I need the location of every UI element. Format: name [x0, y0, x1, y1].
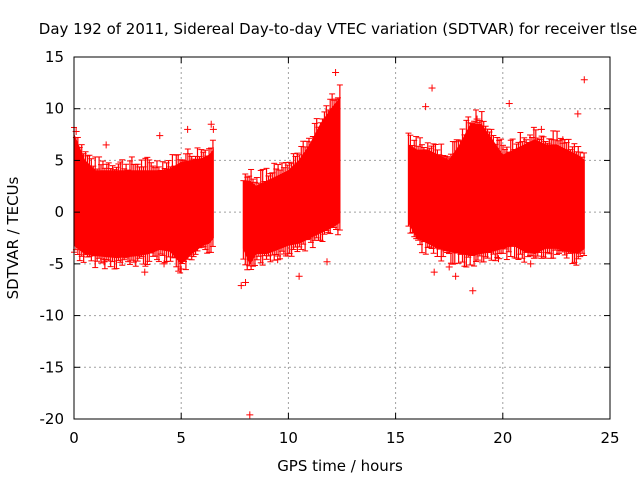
plot-frame: [73, 56, 611, 420]
outlier-point: [295, 272, 303, 280]
segment-2: [240, 84, 343, 271]
outlier-point: [160, 260, 168, 268]
outlier-point: [452, 272, 460, 280]
outlier-point: [445, 263, 453, 271]
x-tick-label: 0: [69, 429, 79, 447]
outlier-points: [72, 69, 588, 419]
outlier-point: [100, 258, 108, 266]
outlier-point: [184, 125, 192, 133]
outlier-point: [207, 120, 215, 128]
outlier-point: [332, 69, 340, 77]
outlier-point: [237, 282, 245, 290]
outlier-point: [574, 110, 582, 118]
y-tick-label: -20: [40, 410, 65, 428]
x-tick-label: 25: [600, 429, 619, 447]
outlier-point: [246, 411, 254, 419]
outlier-point: [323, 258, 331, 266]
outlier-point: [469, 287, 477, 295]
segment-1: [71, 126, 216, 274]
outlier-point: [422, 103, 430, 111]
outlier-point: [156, 132, 164, 140]
axis-ticks: 0 5 10 15 20 25 -20 -15 -10 -5 0 5 10 15: [40, 48, 620, 447]
outlier-point: [209, 125, 217, 133]
outlier-point: [177, 265, 185, 273]
x-axis-title: GPS time / hours: [277, 457, 403, 475]
outlier-point: [537, 125, 545, 133]
y-tick-label: 0: [54, 203, 64, 221]
y-tick-label: -5: [49, 255, 64, 273]
outlier-point: [102, 141, 110, 149]
outlier-point: [580, 76, 588, 84]
segment-3: [405, 109, 588, 268]
outlier-point: [428, 84, 436, 92]
outlier-point: [495, 255, 503, 263]
chart-title: Day 192 of 2011, Sidereal Day-to-day VTE…: [39, 20, 637, 38]
y-tick-label: 10: [45, 100, 64, 118]
y-tick-label: 15: [45, 48, 64, 66]
x-tick-label: 20: [493, 429, 512, 447]
outlier-point: [473, 115, 481, 123]
y-tick-label: -15: [40, 358, 65, 376]
y-tick-label: 5: [54, 151, 64, 169]
data-series: [71, 84, 588, 274]
outlier-point: [242, 278, 250, 286]
outlier-point: [559, 136, 567, 144]
outlier-point: [430, 268, 438, 276]
y-axis-title: SDTVAR / TECUs: [4, 176, 22, 299]
outlier-point: [323, 141, 331, 149]
y-tick-label: -10: [40, 307, 65, 325]
x-tick-label: 5: [176, 429, 186, 447]
x-tick-label: 15: [386, 429, 405, 447]
outlier-point: [505, 100, 513, 108]
outlier-point: [274, 256, 282, 264]
outlier-point: [141, 268, 149, 276]
x-tick-label: 10: [279, 429, 298, 447]
outlier-point: [527, 260, 535, 268]
